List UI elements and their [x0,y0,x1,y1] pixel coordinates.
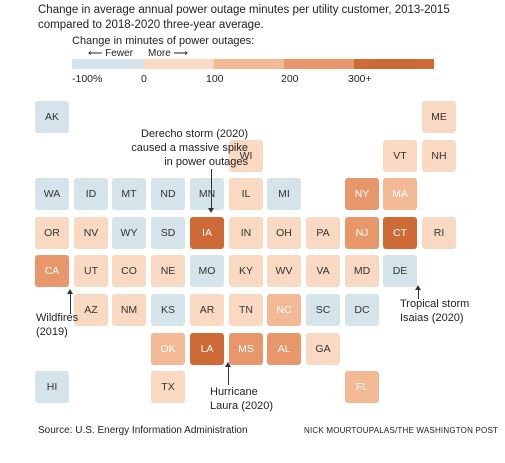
state-tile-wv: WV [267,255,301,287]
state-tile-ri: RI [422,217,456,249]
state-tile-wa: WA [35,178,69,210]
state-tile-nc: NC [267,294,301,326]
state-tile-md: MD [345,255,379,287]
annotation-isaias: Tropical storm Isaias (2020) [400,298,470,324]
state-tile-ma: MA [383,178,417,210]
state-tile-mo: MO [190,255,224,287]
state-tile-ar: AR [190,294,224,326]
state-tile-mt: MT [112,178,146,210]
state-tile-ct: CT [383,217,417,249]
state-tile-or: OR [35,217,69,249]
state-tile-mi: MI [267,178,301,210]
legend-tick-label: 0 [141,73,147,85]
state-tile-dc: DC [345,294,379,326]
legend-tick-label: 100 [206,73,224,85]
state-tile-pa: PA [306,217,340,249]
source-note: Source: U.S. Energy Information Administ… [38,425,248,436]
state-tile-tn: TN [229,294,263,326]
state-tile-ms: MS [229,333,263,365]
state-tile-co: CO [112,255,146,287]
arrow-isaias-line [418,290,419,299]
annotation-wildfires: Wildfires (2019) [36,312,79,338]
state-tile-fl: FL [345,371,379,403]
legend-color-scale [72,59,434,69]
arrow-derecho-line [211,169,212,209]
arrow-derecho-head [208,208,214,213]
state-tile-nj: NJ [345,217,379,249]
state-tile-ak: AK [35,101,69,133]
state-tile-nh: NH [422,140,456,172]
state-tile-ks: KS [151,294,185,326]
state-tile-az: AZ [74,294,108,326]
arrow-wildfires-head [67,289,73,294]
state-tile-mn: MN [190,178,224,210]
state-tile-ok: OK [151,333,185,365]
legend-swatch [214,59,284,69]
state-tile-va: VA [306,255,340,287]
state-tile-ny: NY [345,178,379,210]
annotation-derecho: Derecho storm (2020) caused a massive sp… [131,128,248,168]
legend-swatch [284,59,354,69]
state-tile-in: IN [229,217,263,249]
state-tile-la: LA [190,333,224,365]
state-tile-id: ID [74,178,108,210]
legend-tick-label: -100% [72,73,103,85]
state-tile-tx: TX [151,371,185,403]
legend-title: Change in minutes of power outages: [72,35,255,47]
state-tile-sd: SD [151,217,185,249]
annotation-laura: Hurricane Laura (2020) [210,386,273,412]
state-tile-il: IL [229,178,263,210]
state-tile-wi: WI [229,140,263,172]
legend-tick-label: 300+ [348,73,372,85]
state-tile-oh: OH [267,217,301,249]
state-tile-nm: NM [112,294,146,326]
state-tile-me: ME [422,101,456,133]
arrow-laura-line [228,367,229,385]
legend-swatch [144,59,214,69]
arrow-isaias-head [415,285,421,290]
arrow-laura-head [225,362,231,367]
state-tile-nv: NV [74,217,108,249]
state-tile-ne: NE [151,255,185,287]
legend-tick-label: 200 [281,73,299,85]
state-tile-wy: WY [112,217,146,249]
legend-more-label: More ⟶ [148,48,188,59]
state-tile-al: AL [267,333,301,365]
chart-subtitle: Change in average annual power outage mi… [38,4,450,31]
legend-swatch [354,59,434,69]
state-tile-ut: UT [74,255,108,287]
arrow-wildfires-line [70,294,71,314]
state-tile-ia: IA [190,217,224,249]
state-tile-vt: VT [383,140,417,172]
legend-swatch [72,59,144,69]
credit-line: NICK MOURTOUPALAS/THE WASHINGTON POST [304,426,499,435]
state-tile-ky: KY [229,255,263,287]
state-tile-hi: HI [35,371,69,403]
state-tile-nd: ND [151,178,185,210]
state-tile-ca: CA [35,255,69,287]
legend-fewer-label: ⟵ Fewer [88,48,133,59]
state-tile-ga: GA [306,333,340,365]
state-tile-de: DE [383,255,417,287]
state-tile-sc: SC [306,294,340,326]
